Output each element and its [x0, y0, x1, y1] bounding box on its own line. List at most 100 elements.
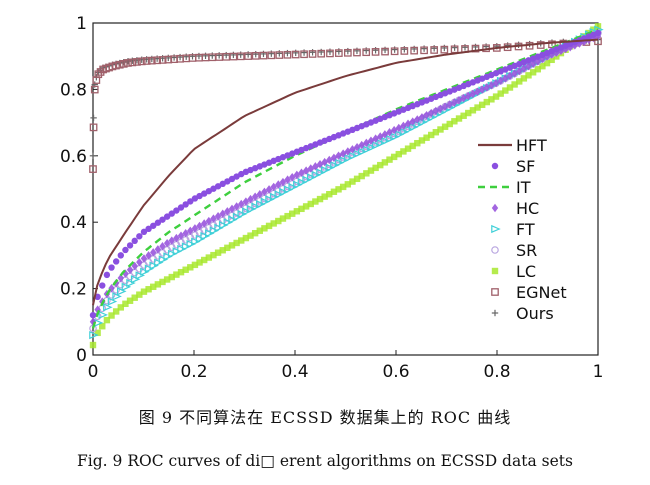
series-point-lc [136, 291, 143, 298]
series-point-egnet [410, 46, 419, 55]
series-point-ft [255, 200, 266, 209]
series-point-lc [247, 232, 254, 239]
series-point-hc [432, 106, 440, 116]
series-point-ft [283, 185, 294, 194]
series-point-lc [446, 120, 453, 128]
series-point-egnet [548, 40, 556, 49]
x-tick-label: 1 [593, 362, 604, 382]
series-point-hc [261, 187, 268, 197]
series-point-ft [297, 178, 308, 187]
series-point-hc [529, 59, 537, 68]
series-point-ft [334, 158, 345, 167]
series-point-lc [404, 145, 412, 152]
series-point-hc [307, 164, 314, 173]
series-point-ft [144, 264, 155, 273]
series-point-lc [460, 112, 467, 119]
figure-caption-chinese: 图 9 不同算法在 ECSSD 数据集上的 ROC 曲线 [138, 408, 512, 427]
x-tick-label: 0.2 [180, 362, 207, 382]
series-point-egnet [390, 47, 399, 56]
series-point-lc [502, 87, 509, 94]
series-point-egnet [94, 70, 103, 79]
series-point-hc [414, 115, 421, 124]
series-point-hc [265, 185, 273, 194]
series-point-lc [520, 75, 528, 82]
series-point-sf [140, 228, 148, 236]
series-point-sf [108, 264, 115, 271]
series-point-lc [103, 316, 111, 324]
series-point-hc [316, 160, 324, 169]
series-point-egnet [137, 57, 146, 66]
series-point-hc [502, 74, 509, 83]
series-point-lc [335, 186, 342, 193]
legend-label-ours: Ours [516, 304, 554, 323]
series-point-ft [205, 229, 215, 238]
series-point-hc [242, 197, 250, 206]
series-point-hc [224, 207, 231, 216]
series-point-hc [182, 229, 189, 238]
series-point-hc [154, 245, 162, 254]
series-point-lc [233, 239, 240, 247]
series-point-lc [506, 84, 514, 91]
series-point-ft [348, 151, 359, 161]
series-point-hc [219, 209, 226, 218]
legend-label-sr: SR [516, 241, 537, 260]
roc-chart: 0 0.2 0.4 0.6 0.8 1 0 0.2 0.4 0.6 0.8 1 HFT SF IT HC FT S… [60, 14, 604, 382]
series-point-egnet [353, 48, 361, 57]
series-point-lc [210, 251, 217, 259]
series-point-egnet [90, 85, 99, 94]
series-point-lc [516, 78, 523, 85]
series-point-hc [140, 254, 148, 263]
series-point-ft [246, 204, 257, 214]
series-point-egnet [89, 123, 98, 132]
series-point-egnet [89, 165, 97, 173]
series-point-lc [386, 156, 393, 163]
series-point-lc [150, 283, 157, 291]
legend-swatch-lc [491, 267, 499, 275]
series-point-hc [210, 214, 217, 223]
series-point-hc [279, 177, 287, 187]
series-point-lc [488, 96, 495, 103]
series-point-hc [196, 221, 203, 231]
series-point-egnet [371, 48, 380, 56]
series-point-egnet [222, 52, 231, 61]
series-point-lc [122, 300, 129, 307]
series-point-hc [256, 190, 263, 199]
series-point-hc [492, 78, 500, 88]
series-point-lc [219, 247, 226, 254]
series-point-ours [89, 152, 97, 159]
series-point-hc [423, 110, 430, 120]
series-point-ft [237, 210, 247, 219]
series-point-lc [529, 69, 537, 76]
series-point-ft [367, 143, 377, 152]
series-point-lc [94, 329, 101, 337]
series-point-lc [437, 126, 444, 133]
legend-swatch-ours [491, 309, 499, 317]
series-point-sf [177, 204, 185, 211]
series-point-sf [126, 242, 134, 249]
series-point-hc [497, 76, 504, 86]
series-point-ft [279, 187, 289, 197]
series-point-lc [293, 208, 301, 215]
series-point-lc [372, 164, 379, 172]
series-point-hc [326, 155, 333, 165]
series-point-egnet [267, 51, 276, 60]
series-point-ft [325, 163, 335, 172]
series-point-lc [539, 62, 546, 70]
series-point-hc [390, 125, 398, 135]
series-point-ft [251, 202, 261, 211]
x-tick-label: 0.6 [382, 362, 409, 382]
series-point-egnet [153, 56, 161, 65]
series-point-lc [548, 56, 555, 64]
series-point-lc [441, 123, 449, 130]
series-point-egnet [536, 41, 545, 49]
y-tick-label: 0.2 [60, 280, 87, 300]
series-point-hc [525, 61, 532, 71]
series-point-lc [228, 242, 236, 249]
series-point-lc [534, 66, 541, 73]
series-point-ft [135, 271, 146, 280]
series-point-hc [284, 175, 291, 184]
series-point-lc [339, 183, 347, 191]
series-point-lc [112, 308, 120, 315]
series-point-ft [223, 218, 234, 227]
series-point-lc [275, 217, 282, 225]
